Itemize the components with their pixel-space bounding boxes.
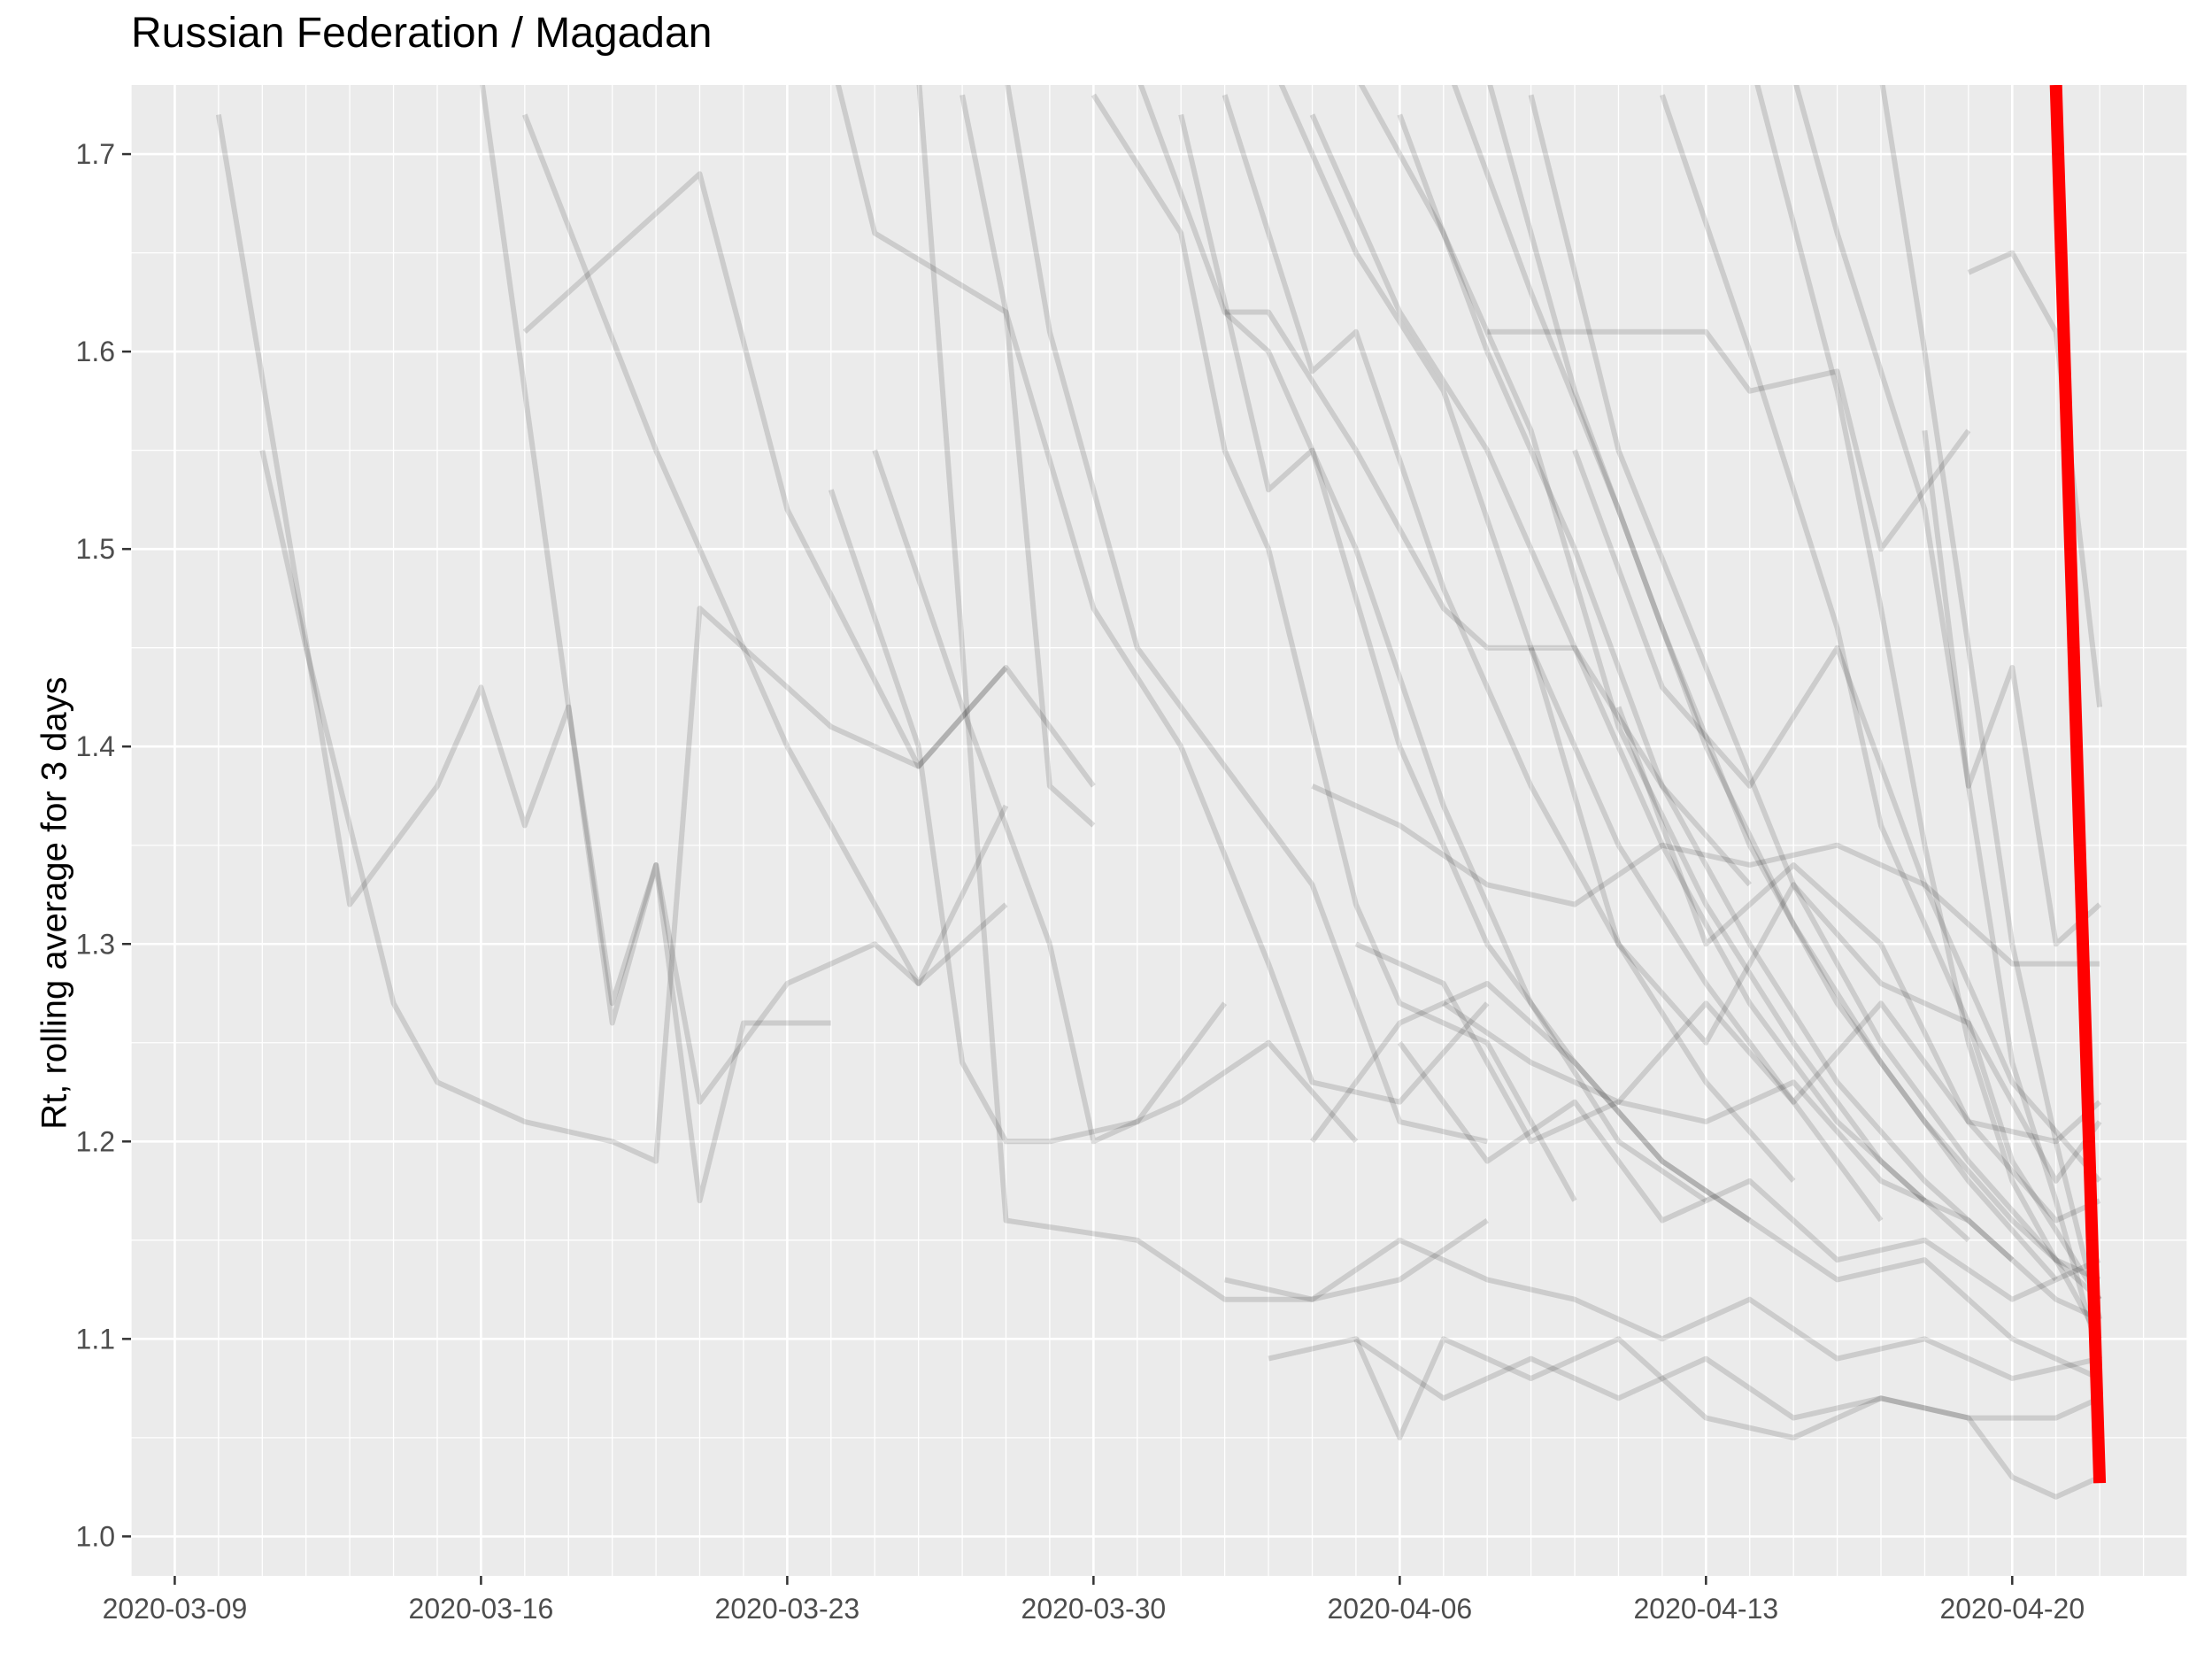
context-series-line [1091,93,1577,1202]
x-tick-label: 2020-04-06 [1327,1593,1472,1625]
context-series-line [1442,1000,2102,1145]
context-series-line [828,489,1228,1145]
y-tick-label: 1.0 [76,1520,115,1552]
x-tick-label: 2020-03-16 [409,1593,554,1625]
context-series-line [916,85,1489,1302]
context-series-line [1268,1336,2101,1421]
context-series-line [215,114,1008,1105]
context-series-line [1451,85,2058,1282]
y-tick-label: 1.5 [76,533,115,565]
x-tick-label: 2020-03-09 [103,1593,248,1625]
context-series-line [872,449,1359,1145]
x-tick-label: 2020-04-13 [1633,1593,1778,1625]
y-tick-label: 1.1 [76,1323,115,1355]
x-tick-label: 2020-03-30 [1021,1593,1167,1625]
context-series-line [1137,85,1707,1203]
context-series-line [1310,980,2101,1381]
context-series-line [1615,706,2101,1224]
context-series-line [1879,85,2103,1320]
context-series-line [1487,328,1971,552]
context-series-line [1754,85,2102,1340]
context-series-line [1572,449,2102,1183]
context-series-line [1528,94,2101,1283]
context-series-line [1660,94,2102,1301]
y-axis: 1.0 1.1 1.2 1.3 1.4 1.5 1.6 1.7 [76,138,131,1552]
highlight-series-line [2049,85,2107,1484]
context-series-line [1922,429,2102,947]
context-series-line [1311,784,2100,967]
context-series-line [1005,85,1488,1145]
context-series-line [1353,1336,2101,1500]
context-series-line [835,85,1096,828]
context-series-line [1358,85,1970,1243]
y-tick-label: 1.7 [76,138,115,170]
context-series-line [1397,1041,2101,1302]
context-series-line [1309,113,1927,1203]
grid-lines [130,85,2188,1576]
plot-panel [131,85,2187,1576]
x-tick-label: 2020-04-20 [1939,1593,2085,1625]
context-series-line [1178,113,1752,1223]
context-series-line [259,449,1008,1164]
context-series-line [1528,646,2102,1184]
context-series-line [522,171,1096,788]
context-series-line [1224,309,1752,887]
context-series-line [1967,250,2103,707]
x-axis: 2020-03-09 2020-03-16 2020-03-23 2020-03-30… [103,1576,2085,1625]
context-series-line [1222,94,1796,1183]
context-series-line [1487,85,2102,1301]
context-series-line [1397,113,2015,1262]
context-series-line [1223,1237,2100,1381]
y-tick-label: 1.2 [76,1125,115,1157]
x-tick-label: 2020-03-23 [715,1593,860,1625]
y-tick-label: 1.4 [76,730,115,762]
context-series-line [960,94,1490,1105]
chart-title: Russian Federation / Magadan [131,10,713,57]
context-series-line [479,85,831,1204]
context-series-group [215,85,2103,1500]
y-tick-label: 1.6 [76,336,115,367]
context-series-line [1793,85,2102,1360]
y-tick-label: 1.3 [76,928,115,960]
context-series-line [1354,941,2101,1322]
context-series-line [522,113,1009,986]
highlight-series-group [2049,85,2107,1484]
context-series-line [1278,85,1884,1223]
